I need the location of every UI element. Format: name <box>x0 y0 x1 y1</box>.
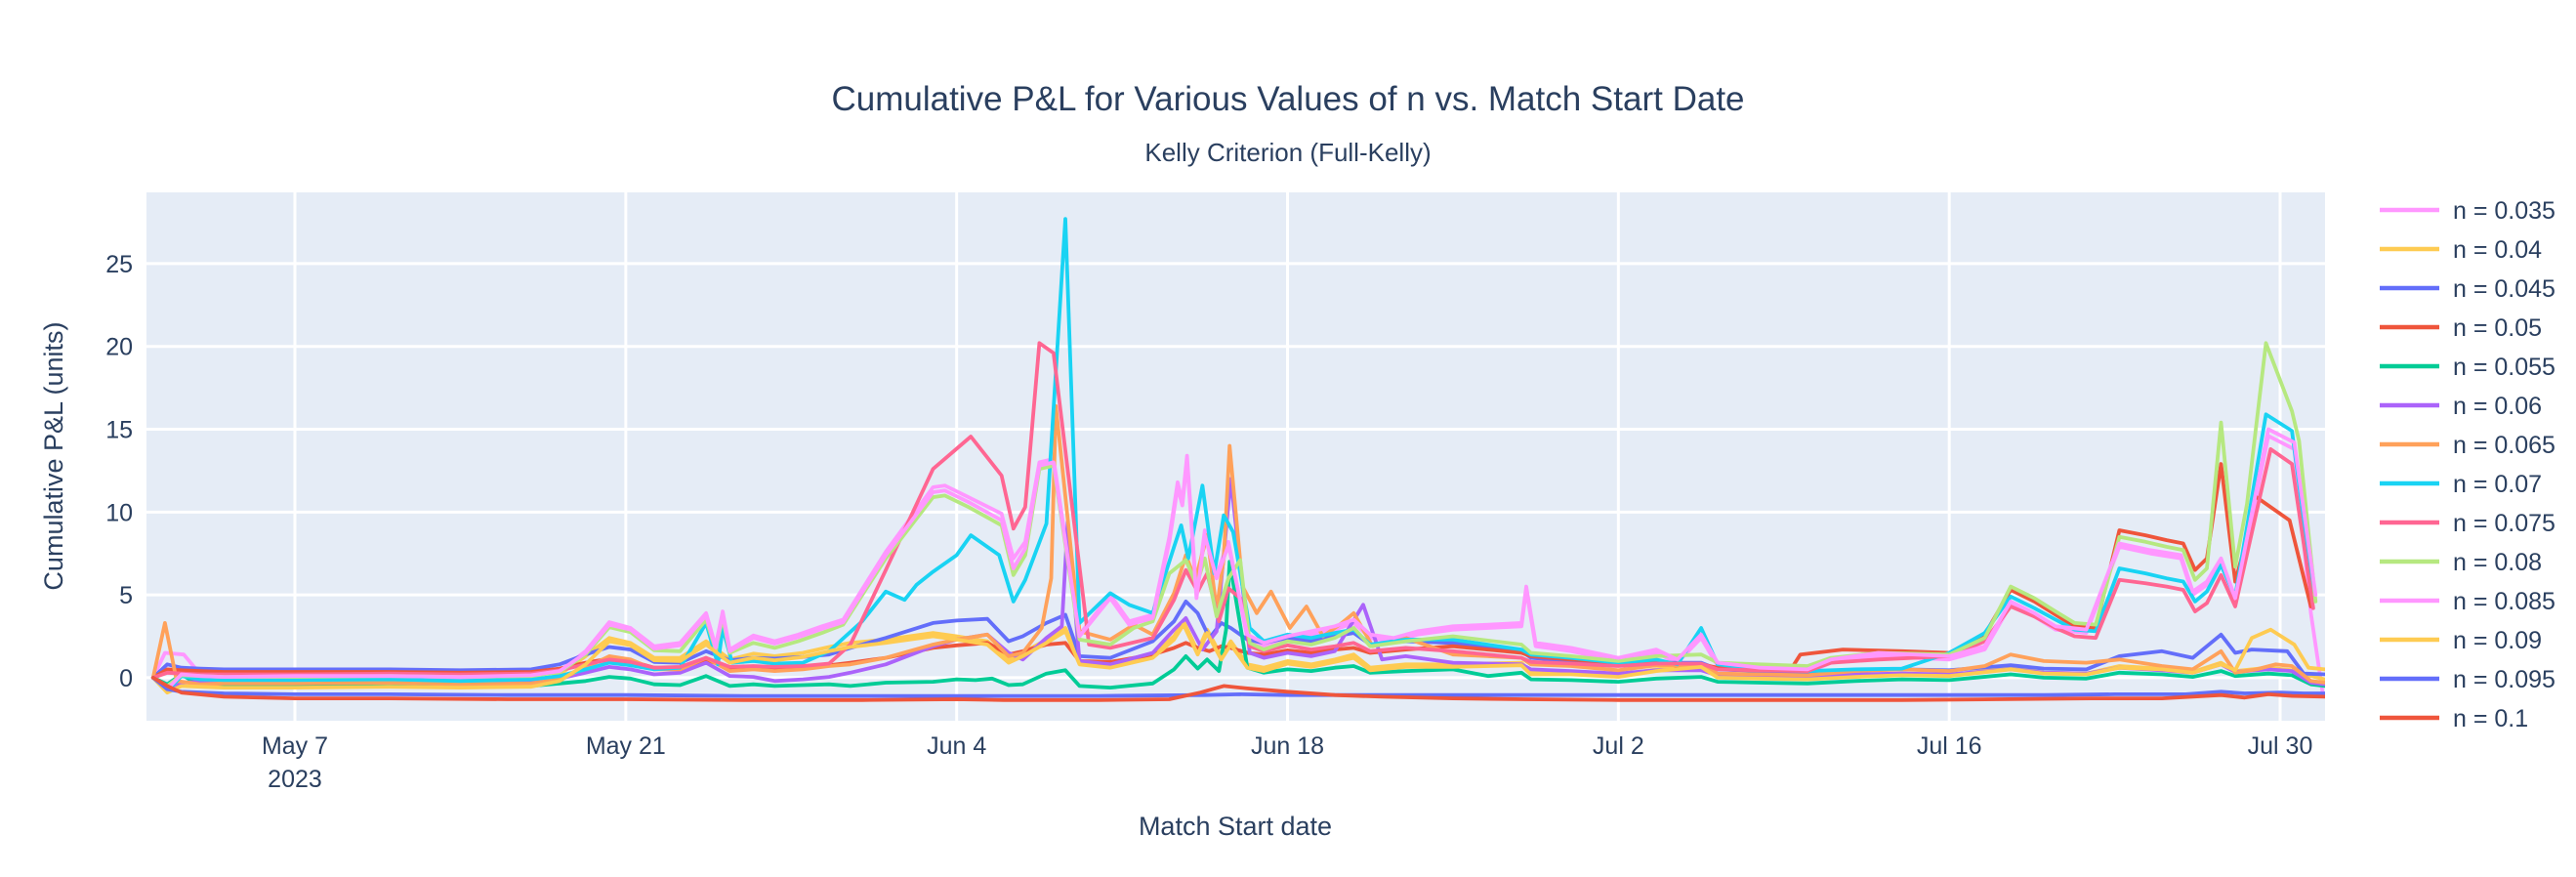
x-tick-label: Jun 4 <box>927 732 986 760</box>
x-tick-label: Jul 30 <box>2248 732 2313 760</box>
y-tick-label: 20 <box>105 334 133 361</box>
legend-label: n = 0.07 <box>2453 471 2542 498</box>
legend-item-n0.045[interactable]: n = 0.045 <box>2380 275 2555 303</box>
x-tick-label: Jul 2 <box>1593 732 1644 760</box>
legend-label: n = 0.035 <box>2453 197 2555 225</box>
legend-item-n0.065[interactable]: n = 0.065 <box>2380 432 2555 459</box>
legend-item-n0.075[interactable]: n = 0.075 <box>2380 510 2555 537</box>
series-line-n0.055 <box>150 560 2325 689</box>
y-tick-label: 0 <box>119 665 133 692</box>
x-tick-label: May 7 <box>262 732 328 760</box>
legend-label: n = 0.1 <box>2453 705 2528 732</box>
series-line-n0.085 <box>150 427 2318 691</box>
legend-item-n0.08[interactable]: n = 0.08 <box>2380 549 2542 576</box>
plot-area[interactable] <box>146 192 2325 721</box>
legend-item-n0.1[interactable]: n = 0.1 <box>2380 705 2528 732</box>
x-tick-label: Jul 16 <box>1917 732 1982 760</box>
series-line-n0.1 <box>150 676 2325 702</box>
legend-item-n0.05[interactable]: n = 0.05 <box>2380 314 2542 342</box>
legend-item-n0.095[interactable]: n = 0.095 <box>2380 666 2555 693</box>
legend-label: n = 0.065 <box>2453 432 2555 459</box>
legend-label: n = 0.045 <box>2453 275 2555 303</box>
legend-item-n0.085[interactable]: n = 0.085 <box>2380 588 2555 615</box>
legend-label: n = 0.085 <box>2453 588 2555 615</box>
x-tick-year-label: 2023 <box>268 766 322 793</box>
legend-item-n0.09[interactable]: n = 0.09 <box>2380 627 2542 654</box>
legend-item-n0.04[interactable]: n = 0.04 <box>2380 236 2542 264</box>
legend-label: n = 0.08 <box>2453 549 2542 576</box>
series-line-n0.08 <box>150 341 2318 689</box>
y-tick-label: 25 <box>105 251 133 278</box>
legend-item-n0.035[interactable]: n = 0.035 <box>2380 197 2555 225</box>
x-tick-label: May 21 <box>586 732 666 760</box>
y-tick-label: 10 <box>105 499 133 526</box>
legend-item-n0.055[interactable]: n = 0.055 <box>2380 354 2555 381</box>
legend-label: n = 0.075 <box>2453 510 2555 537</box>
series-line-n0.09 <box>150 622 2325 695</box>
legend-item-n0.06[interactable]: n = 0.06 <box>2380 393 2542 420</box>
legend-label: n = 0.05 <box>2453 314 2542 342</box>
y-tick-label: 15 <box>105 417 133 444</box>
legend-label: n = 0.09 <box>2453 627 2542 654</box>
y-tick-label: 5 <box>119 582 133 609</box>
legend-label: n = 0.055 <box>2453 354 2555 381</box>
legend-label: n = 0.04 <box>2453 236 2542 264</box>
legend-label: n = 0.06 <box>2453 393 2542 420</box>
legend-label: n = 0.095 <box>2453 666 2555 693</box>
legend-item-n0.07[interactable]: n = 0.07 <box>2380 471 2542 498</box>
x-tick-label: Jun 18 <box>1251 732 1324 760</box>
